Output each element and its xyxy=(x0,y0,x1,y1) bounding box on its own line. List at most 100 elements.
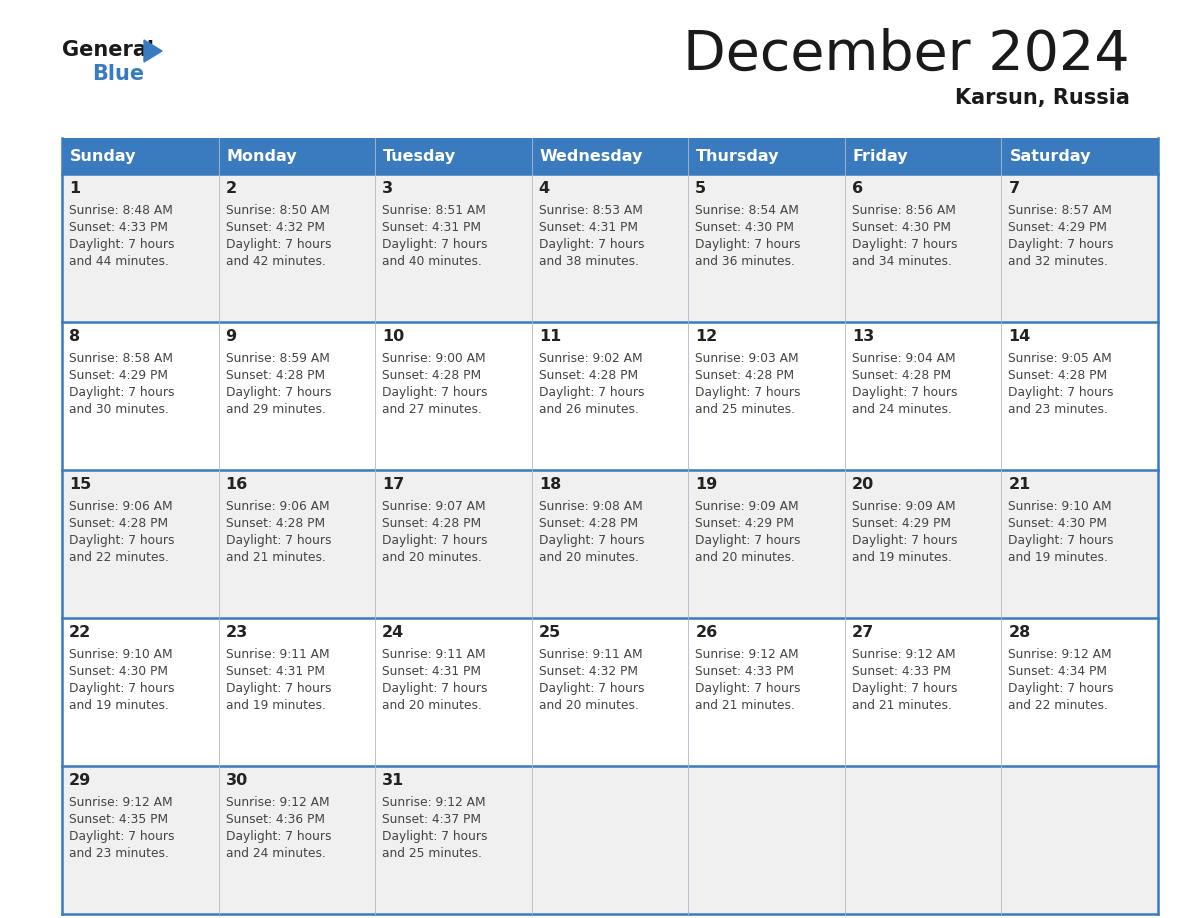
Text: Daylight: 7 hours: Daylight: 7 hours xyxy=(383,830,487,843)
Text: Sunset: 4:31 PM: Sunset: 4:31 PM xyxy=(383,221,481,234)
Text: Daylight: 7 hours: Daylight: 7 hours xyxy=(383,386,487,399)
Text: Daylight: 7 hours: Daylight: 7 hours xyxy=(226,830,331,843)
Text: Friday: Friday xyxy=(853,149,909,163)
Text: Sunrise: 8:51 AM: Sunrise: 8:51 AM xyxy=(383,204,486,217)
Text: and 24 minutes.: and 24 minutes. xyxy=(852,403,952,416)
Polygon shape xyxy=(144,40,162,62)
Text: Saturday: Saturday xyxy=(1010,149,1091,163)
Text: and 23 minutes.: and 23 minutes. xyxy=(1009,403,1108,416)
Text: Daylight: 7 hours: Daylight: 7 hours xyxy=(852,534,958,547)
Text: December 2024: December 2024 xyxy=(683,28,1130,82)
Text: and 25 minutes.: and 25 minutes. xyxy=(695,403,795,416)
Text: Sunset: 4:28 PM: Sunset: 4:28 PM xyxy=(538,369,638,382)
Text: Sunset: 4:29 PM: Sunset: 4:29 PM xyxy=(852,517,950,530)
Text: Sunrise: 8:53 AM: Sunrise: 8:53 AM xyxy=(538,204,643,217)
Text: and 29 minutes.: and 29 minutes. xyxy=(226,403,326,416)
Text: 24: 24 xyxy=(383,625,404,640)
Text: 17: 17 xyxy=(383,477,404,492)
Text: and 40 minutes.: and 40 minutes. xyxy=(383,255,482,268)
Text: Sunrise: 9:00 AM: Sunrise: 9:00 AM xyxy=(383,352,486,365)
Text: Daylight: 7 hours: Daylight: 7 hours xyxy=(383,238,487,251)
Text: Daylight: 7 hours: Daylight: 7 hours xyxy=(1009,386,1114,399)
Text: 1: 1 xyxy=(69,181,80,196)
Text: Sunrise: 9:12 AM: Sunrise: 9:12 AM xyxy=(69,796,172,809)
Text: Daylight: 7 hours: Daylight: 7 hours xyxy=(695,238,801,251)
Text: Sunset: 4:35 PM: Sunset: 4:35 PM xyxy=(69,813,169,826)
Text: 15: 15 xyxy=(69,477,91,492)
Text: Daylight: 7 hours: Daylight: 7 hours xyxy=(538,238,644,251)
Text: Monday: Monday xyxy=(227,149,297,163)
Text: Daylight: 7 hours: Daylight: 7 hours xyxy=(1009,238,1114,251)
Bar xyxy=(62,618,1158,766)
Text: Sunrise: 9:12 AM: Sunrise: 9:12 AM xyxy=(383,796,486,809)
Text: Daylight: 7 hours: Daylight: 7 hours xyxy=(226,386,331,399)
Text: Blue: Blue xyxy=(91,64,144,84)
Text: and 22 minutes.: and 22 minutes. xyxy=(1009,699,1108,712)
Text: and 38 minutes.: and 38 minutes. xyxy=(538,255,639,268)
Bar xyxy=(62,174,1158,322)
Text: and 20 minutes.: and 20 minutes. xyxy=(538,551,639,564)
Text: and 20 minutes.: and 20 minutes. xyxy=(383,699,482,712)
Text: Sunset: 4:32 PM: Sunset: 4:32 PM xyxy=(226,221,324,234)
Text: 10: 10 xyxy=(383,329,404,344)
Text: Sunrise: 9:02 AM: Sunrise: 9:02 AM xyxy=(538,352,643,365)
Text: Sunset: 4:31 PM: Sunset: 4:31 PM xyxy=(383,665,481,678)
Text: Sunrise: 9:06 AM: Sunrise: 9:06 AM xyxy=(226,500,329,513)
Text: Sunrise: 9:07 AM: Sunrise: 9:07 AM xyxy=(383,500,486,513)
Text: and 22 minutes.: and 22 minutes. xyxy=(69,551,169,564)
Text: 31: 31 xyxy=(383,773,404,788)
Text: and 44 minutes.: and 44 minutes. xyxy=(69,255,169,268)
Text: and 20 minutes.: and 20 minutes. xyxy=(695,551,795,564)
Text: General: General xyxy=(62,40,154,60)
Text: Sunset: 4:28 PM: Sunset: 4:28 PM xyxy=(852,369,950,382)
Text: 22: 22 xyxy=(69,625,91,640)
Text: Sunset: 4:28 PM: Sunset: 4:28 PM xyxy=(695,369,795,382)
Text: Sunset: 4:33 PM: Sunset: 4:33 PM xyxy=(695,665,795,678)
Text: Sunrise: 9:12 AM: Sunrise: 9:12 AM xyxy=(852,648,955,661)
Text: Sunset: 4:28 PM: Sunset: 4:28 PM xyxy=(226,369,324,382)
Text: and 20 minutes.: and 20 minutes. xyxy=(538,699,639,712)
Text: Daylight: 7 hours: Daylight: 7 hours xyxy=(538,386,644,399)
Text: Daylight: 7 hours: Daylight: 7 hours xyxy=(1009,682,1114,695)
Bar xyxy=(62,766,1158,914)
Text: 23: 23 xyxy=(226,625,248,640)
Text: Daylight: 7 hours: Daylight: 7 hours xyxy=(1009,534,1114,547)
Text: Tuesday: Tuesday xyxy=(384,149,456,163)
Text: Sunrise: 8:57 AM: Sunrise: 8:57 AM xyxy=(1009,204,1112,217)
Text: Sunrise: 8:56 AM: Sunrise: 8:56 AM xyxy=(852,204,955,217)
Text: and 42 minutes.: and 42 minutes. xyxy=(226,255,326,268)
Text: Sunrise: 9:11 AM: Sunrise: 9:11 AM xyxy=(538,648,643,661)
Text: Thursday: Thursday xyxy=(696,149,779,163)
Text: 3: 3 xyxy=(383,181,393,196)
Text: Sunrise: 8:59 AM: Sunrise: 8:59 AM xyxy=(226,352,329,365)
Text: Daylight: 7 hours: Daylight: 7 hours xyxy=(383,682,487,695)
Text: and 21 minutes.: and 21 minutes. xyxy=(226,551,326,564)
Text: 6: 6 xyxy=(852,181,862,196)
Text: Sunset: 4:30 PM: Sunset: 4:30 PM xyxy=(1009,517,1107,530)
Text: Daylight: 7 hours: Daylight: 7 hours xyxy=(69,386,175,399)
Text: 20: 20 xyxy=(852,477,874,492)
Text: Sunday: Sunday xyxy=(70,149,137,163)
Text: Sunset: 4:29 PM: Sunset: 4:29 PM xyxy=(695,517,795,530)
Bar xyxy=(62,470,1158,618)
Text: Sunset: 4:28 PM: Sunset: 4:28 PM xyxy=(538,517,638,530)
Text: Daylight: 7 hours: Daylight: 7 hours xyxy=(695,682,801,695)
Text: Sunset: 4:32 PM: Sunset: 4:32 PM xyxy=(538,665,638,678)
Text: Sunset: 4:31 PM: Sunset: 4:31 PM xyxy=(538,221,638,234)
Text: Sunset: 4:30 PM: Sunset: 4:30 PM xyxy=(695,221,795,234)
Text: Sunrise: 9:08 AM: Sunrise: 9:08 AM xyxy=(538,500,643,513)
Text: 30: 30 xyxy=(226,773,248,788)
Text: and 24 minutes.: and 24 minutes. xyxy=(226,847,326,860)
Text: 8: 8 xyxy=(69,329,80,344)
Text: and 30 minutes.: and 30 minutes. xyxy=(69,403,169,416)
Text: 25: 25 xyxy=(538,625,561,640)
Text: 11: 11 xyxy=(538,329,561,344)
Text: Wednesday: Wednesday xyxy=(539,149,643,163)
Text: and 32 minutes.: and 32 minutes. xyxy=(1009,255,1108,268)
Text: Sunset: 4:31 PM: Sunset: 4:31 PM xyxy=(226,665,324,678)
Text: 5: 5 xyxy=(695,181,707,196)
Text: and 27 minutes.: and 27 minutes. xyxy=(383,403,482,416)
Text: Daylight: 7 hours: Daylight: 7 hours xyxy=(226,682,331,695)
Text: Daylight: 7 hours: Daylight: 7 hours xyxy=(226,534,331,547)
Text: Sunrise: 9:11 AM: Sunrise: 9:11 AM xyxy=(226,648,329,661)
